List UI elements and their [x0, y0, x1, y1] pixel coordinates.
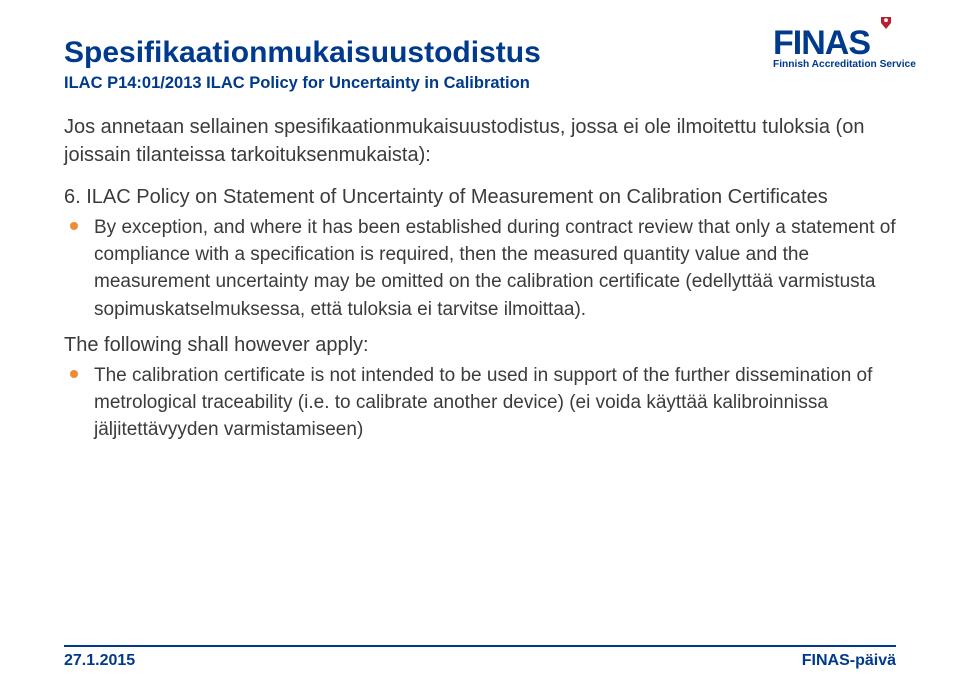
logo-word: FINAS — [773, 24, 870, 62]
slide: FINAS Finnish Accreditation Service Spes… — [0, 0, 960, 692]
page-subtitle: ILAC P14:01/2013 ILAC Policy for Uncerta… — [64, 74, 896, 93]
bullet-list-top: By exception, and where it has been esta… — [64, 214, 896, 323]
logo-tagline: Finnish Accreditation Service — [773, 59, 916, 70]
footer-event: FINAS-päivä — [802, 652, 896, 670]
list-item: The calibration certificate is not inten… — [64, 362, 896, 444]
list-item: By exception, and where it has been esta… — [64, 214, 896, 323]
footer: 27.1.2015 FINAS-päivä — [64, 645, 896, 670]
following-line: The following shall however apply: — [64, 331, 896, 359]
footer-row: 27.1.2015 FINAS-päivä — [64, 652, 896, 670]
bullet-list-bottom: The calibration certificate is not inten… — [64, 362, 896, 444]
intro-paragraph: Jos annetaan sellainen spesifikaationmuk… — [64, 113, 896, 170]
footer-divider — [64, 645, 896, 647]
crest-dot-icon — [884, 18, 888, 22]
footer-date: 27.1.2015 — [64, 652, 135, 670]
finas-logo-svg: FINAS Finnish Accreditation Service — [768, 14, 918, 70]
finas-logo: FINAS Finnish Accreditation Service — [768, 14, 918, 70]
numbered-heading: 6. ILAC Policy on Statement of Uncertain… — [64, 183, 896, 211]
